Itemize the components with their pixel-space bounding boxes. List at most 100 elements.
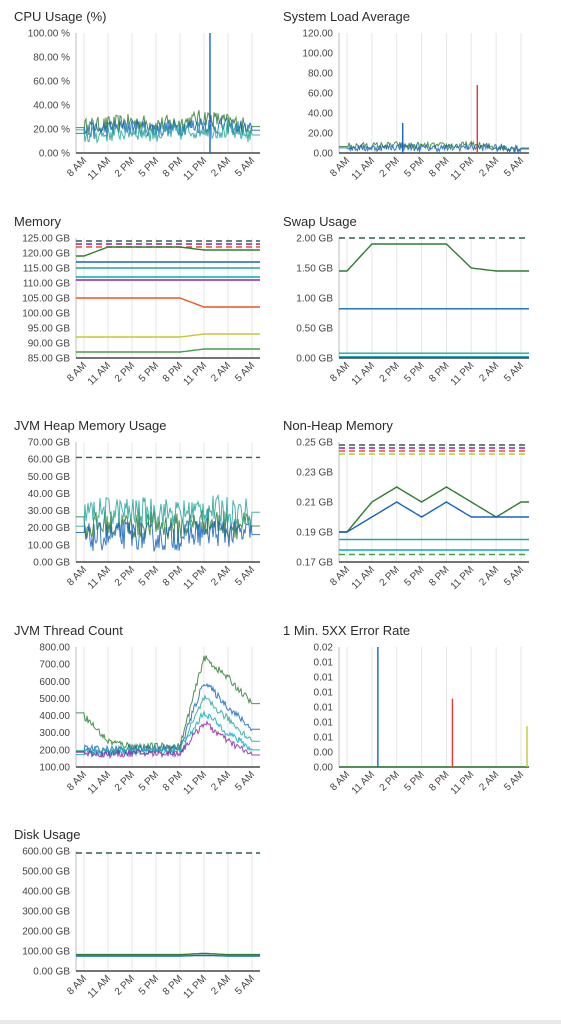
y-tick-label: 60.00 GB	[28, 455, 71, 466]
x-tick-label: 11 AM	[86, 769, 113, 796]
y-tick-label: 85.00 GB	[28, 354, 71, 365]
chart-jvm-threads: JVM Thread Count 800.00 700.00 600.00 500.0…	[14, 623, 284, 823]
y-tick-label: 60.00 %	[33, 77, 70, 88]
x-tick-label: 5 AM	[233, 155, 257, 179]
series-line	[76, 333, 260, 338]
series-line	[76, 517, 260, 552]
y-tick-label: 600.00	[39, 677, 70, 688]
x-tick-label: 5 PM	[402, 564, 426, 588]
y-tick-label: 200.00 GB	[22, 927, 70, 938]
y-tick-label: 0.00 GB	[296, 354, 333, 365]
x-tick-label: 11 PM	[181, 769, 209, 797]
x-tick-label: 11 AM	[86, 973, 113, 1000]
y-tick-label: 40.00	[308, 109, 333, 120]
y-tick-label: 20.00 GB	[28, 523, 71, 534]
y-tick-label: 0.01	[314, 658, 334, 669]
y-tick-label: 100.00 GB	[22, 309, 70, 320]
y-tick-label: 0.00	[314, 763, 334, 774]
y-tick-label: 105.00 GB	[22, 294, 70, 305]
y-tick-label: 80.00	[308, 69, 333, 80]
x-tick-label: 5 AM	[502, 155, 526, 179]
y-tick-label: 0.02	[314, 643, 334, 654]
y-tick-label: 1.00 GB	[296, 294, 333, 305]
disk-usage-plot: 600.00 GB 500.00 GB 400.00 GB 300.00 GB 200.…	[22, 847, 260, 1001]
x-tick-label: 11 AM	[86, 155, 113, 182]
chart-title: CPU Usage (%)	[14, 9, 107, 24]
y-tick-label: 500.00	[39, 694, 70, 705]
series-line	[76, 121, 260, 144]
chart-title: Disk Usage	[14, 827, 81, 842]
x-tick-label: 5 PM	[402, 155, 426, 179]
x-tick-label: 2 PM	[113, 973, 137, 997]
y-tick-label: 0.19 GB	[296, 528, 333, 539]
series-line	[76, 719, 260, 759]
y-tick-label: 10.00 GB	[28, 540, 71, 551]
y-tick-label: 30.00 GB	[28, 506, 71, 517]
series-line	[339, 140, 529, 153]
x-tick-label: 2 PM	[378, 564, 402, 588]
series-line	[76, 954, 260, 957]
x-tick-label: 2 PM	[113, 769, 137, 793]
x-tick-label: 8 PM	[427, 155, 451, 179]
x-tick-label: 5 PM	[402, 360, 426, 384]
chart-5xx-error-rate: 1 Min. 5XX Error Rate 0.02 0.01 0.01 0.01 0.…	[283, 623, 553, 823]
error-rate-plot: 0.020.010.010.010.010.010.010.000.008 AM…	[314, 643, 529, 797]
chart-system-load: System Load Average 120.00 100.00 80.00 60.…	[283, 9, 553, 209]
x-tick-label: 11 AM	[350, 769, 377, 796]
y-tick-label: 200.00	[39, 745, 70, 756]
y-tick-label: 400.00	[39, 711, 70, 722]
y-tick-label: 100.00 %	[28, 29, 70, 40]
y-tick-label: 90.00 GB	[28, 339, 71, 350]
x-tick-label: 2 AM	[477, 564, 501, 588]
x-tick-label: 11 PM	[181, 973, 209, 1001]
chart-disk-usage: Disk Usage 600.00 GB 500.00 GB 400.00 GB 30…	[14, 827, 284, 1027]
y-tick-label: 20.00 %	[33, 125, 70, 136]
y-tick-label: 0.21 GB	[296, 498, 333, 509]
x-tick-label: 5 AM	[502, 360, 526, 384]
y-tick-label: 100.00 GB	[22, 947, 70, 958]
x-tick-label: 5 PM	[137, 155, 161, 179]
chart-title: System Load Average	[283, 9, 410, 24]
chart-memory: Memory 125.00 GB 120.00 GB 115.00 GB 110.00…	[14, 214, 284, 414]
chart-title: 1 Min. 5XX Error Rate	[283, 623, 411, 638]
series-line	[339, 486, 529, 533]
y-tick-label: 0.00	[314, 149, 334, 160]
x-tick-label: 11 PM	[181, 360, 209, 388]
cpu-usage-plot: 100.00 % 80.00 % 60.00 % 40.00 % 20.00 % 0.00…	[28, 29, 260, 183]
y-tick-label: 300.00	[39, 728, 70, 739]
y-tick-label: 0.01	[314, 673, 334, 684]
chart-cpu-usage: CPU Usage (%) 100.00 % 80.00 % 60.00 % 40.0…	[14, 9, 284, 209]
chart-title: JVM Heap Memory Usage	[14, 418, 167, 433]
x-tick-label: 2 AM	[209, 155, 233, 179]
y-tick-label: 400.00 GB	[22, 887, 70, 898]
y-tick-label: 70.00 GB	[28, 438, 71, 449]
series-line	[76, 682, 260, 755]
x-tick-label: 5 PM	[137, 973, 161, 997]
chart-jvm-heap: JVM Heap Memory Usage 70.00 GB 60.00 GB 50…	[14, 418, 284, 618]
chart-title: JVM Thread Count	[14, 623, 123, 638]
x-tick-label: 5 PM	[137, 360, 161, 384]
series-line	[76, 508, 260, 541]
page-footer-bar	[0, 1020, 561, 1024]
y-tick-label: 2.00 GB	[296, 234, 333, 245]
y-tick-label: 300.00 GB	[22, 907, 70, 918]
y-tick-label: 1.50 GB	[296, 264, 333, 275]
x-tick-label: 5 AM	[233, 360, 257, 384]
y-tick-label: 60.00	[308, 89, 333, 100]
y-tick-label: 100.00	[302, 49, 333, 60]
x-tick-label: 8 PM	[427, 564, 451, 588]
x-tick-label: 11 PM	[181, 155, 209, 183]
x-tick-label: 2 PM	[378, 360, 402, 384]
x-tick-label: 8 PM	[427, 360, 451, 384]
x-tick-label: 5 PM	[137, 564, 161, 588]
x-tick-label: 11 AM	[350, 360, 377, 387]
x-tick-label: 2 AM	[477, 360, 501, 384]
y-tick-label: 100.00	[39, 763, 70, 774]
chart-non-heap: Non-Heap Memory 0.25 GB 0.23 GB 0.21 GB 0.1…	[283, 418, 553, 618]
y-tick-label: 20.00	[308, 129, 333, 140]
y-tick-label: 0.01	[314, 718, 334, 729]
x-tick-label: 2 PM	[378, 769, 402, 793]
series-line	[76, 493, 260, 527]
series-line	[76, 110, 260, 135]
x-tick-label: 2 AM	[477, 155, 501, 179]
